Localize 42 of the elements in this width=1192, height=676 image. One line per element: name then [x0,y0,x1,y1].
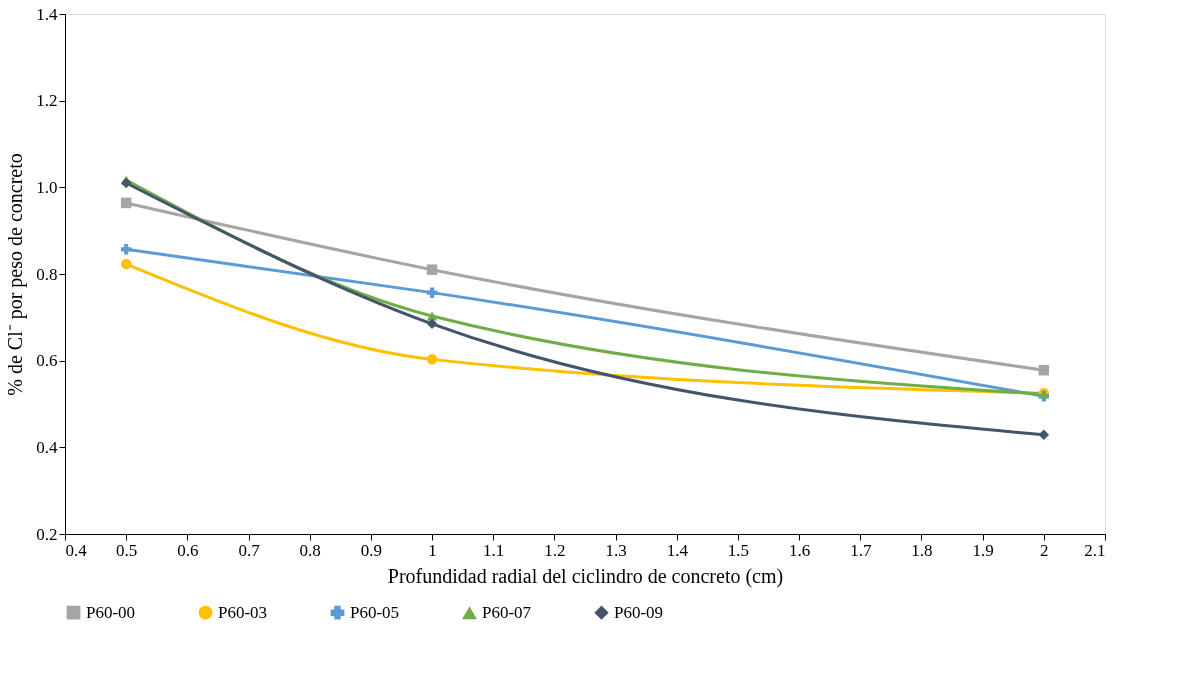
x-tick-label: 0.6 [177,540,199,560]
legend-label: P60-07 [482,603,532,623]
point [120,244,132,255]
point [120,177,132,189]
point [120,197,132,209]
legend-label: P60-09 [614,602,664,622]
x-tick-label: 1.6 [788,540,811,560]
x-tick-label: 1.2 [544,540,566,560]
x-tick-label: 2.1 [1084,540,1106,560]
x-tick-label: 1.7 [850,540,872,560]
y-tick-label: 1.0 [36,177,58,197]
x-tick-label: 0.5 [116,540,138,560]
point [1038,429,1050,441]
x-tick-label: 0.4 [65,540,88,560]
x-tick-label: 1.5 [727,540,750,560]
x-tick-label: 1.8 [911,540,933,560]
x-tick-label: 0.8 [299,540,321,560]
y-tick-label: 1.2 [36,91,58,111]
y-tick-label: 0.2 [36,524,58,544]
x-axis-title: Profundidad radial del ciclindro de concreto (cm) [387,564,784,588]
point [426,287,438,298]
y-tick-label: 0.6 [36,351,58,371]
y-axis-title: % de Cl⁻ por peso de concreto [4,153,28,396]
point [426,354,438,365]
legend-label: P60-00 [86,602,136,622]
x-tick-label: 0.7 [238,540,261,560]
y-tick-label: 0.8 [36,264,58,284]
point [120,258,132,270]
x-tick-label: 1.9 [972,540,994,560]
y-tick-label: 0.4 [36,437,58,457]
legend-label: P60-03 [218,602,268,622]
legend-label: P60-05 [350,602,400,622]
point [426,318,438,330]
x-tick-label: 1.3 [605,540,627,560]
point [1038,364,1050,376]
x-tick-label: 0.9 [360,540,383,560]
x-tick-label: 1.4 [666,540,689,560]
y-tick-label: 1.4 [36,4,58,24]
x-tick-label: 1 [428,540,437,560]
point [426,264,438,275]
x-tick-label: 2 [1040,540,1049,560]
x-tick-label: 1.1 [483,540,505,560]
